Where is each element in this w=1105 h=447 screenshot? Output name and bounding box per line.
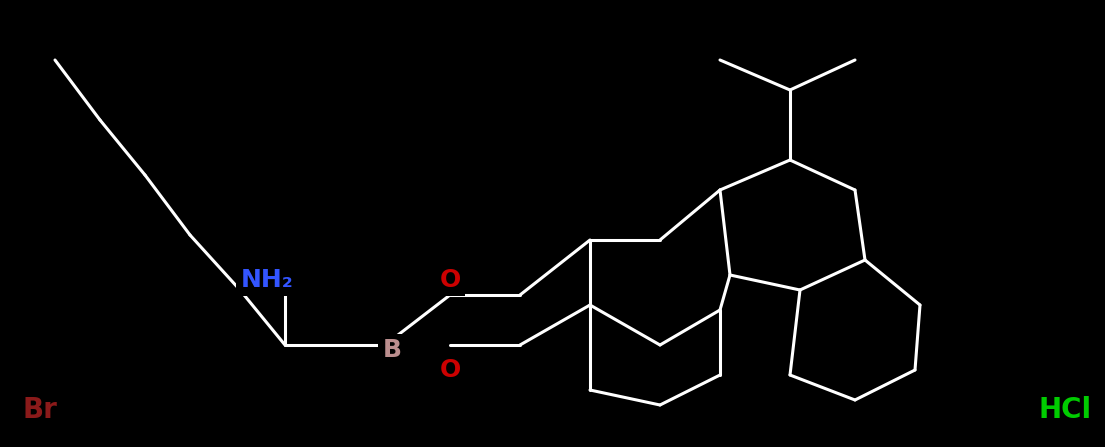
Text: NH₂: NH₂: [241, 268, 293, 292]
Text: HCl: HCl: [1039, 396, 1092, 424]
Text: O: O: [440, 358, 461, 382]
Text: Br: Br: [22, 396, 57, 424]
Text: O: O: [440, 268, 461, 292]
Text: B: B: [382, 338, 401, 362]
